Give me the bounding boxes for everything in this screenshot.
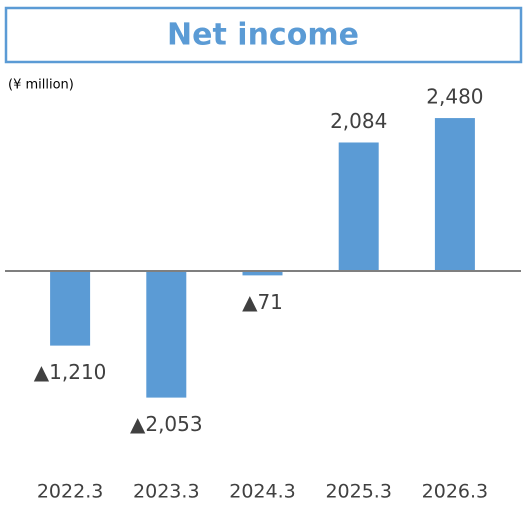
title-box xyxy=(4,6,523,64)
value-label: 2,084 xyxy=(330,109,387,133)
bar xyxy=(242,271,283,276)
chart-title: Net income xyxy=(167,18,359,53)
value-label: ▲71 xyxy=(242,290,283,314)
x-tick-label: 2022.3 xyxy=(37,481,103,503)
bar xyxy=(338,142,379,271)
x-tick-label: 2025.3 xyxy=(325,481,391,503)
value-label: ▲2,053 xyxy=(130,412,203,436)
bar xyxy=(50,271,91,346)
value-label: ▲1,210 xyxy=(34,360,107,384)
value-label: 2,480 xyxy=(426,85,483,109)
bar xyxy=(434,118,475,271)
x-tick-label: 2026.3 xyxy=(422,481,488,503)
unit-label: (¥ million) xyxy=(8,78,74,93)
x-tick-label: 2023.3 xyxy=(133,481,199,503)
bar xyxy=(146,271,187,398)
x-tick-label: 2024.3 xyxy=(229,481,295,503)
